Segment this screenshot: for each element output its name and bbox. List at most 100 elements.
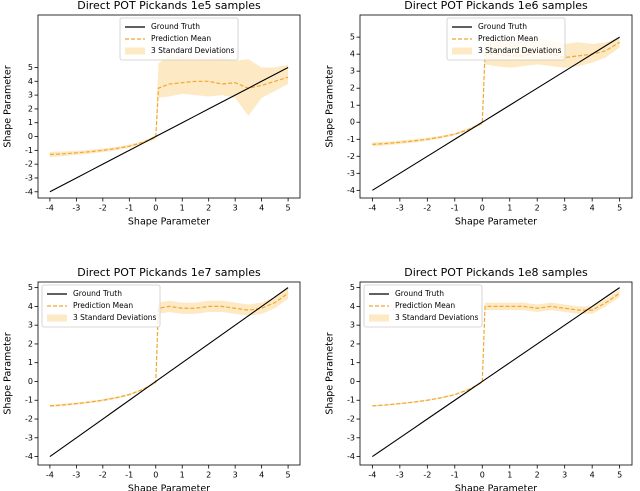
truth-line [49, 66, 289, 193]
legend-box [446, 17, 566, 61]
y-tick-label: 4 [350, 302, 355, 311]
y-tick-label: -4 [25, 452, 33, 461]
x-tick-label: -4 [368, 471, 376, 480]
y-tick-label: -4 [347, 186, 355, 195]
y-tick-label: 5 [350, 33, 355, 42]
subplot: Direct POT Pickands 1e5 samples Shape Par… [3, 0, 301, 228]
subplot: Direct POT Pickands 1e6 samples Shape Par… [325, 0, 633, 228]
std-band [49, 287, 289, 408]
x-axis-label: Shape Parameter [128, 484, 210, 491]
y-axis-label: Shape Parameter [325, 65, 336, 147]
legend-label: Ground Truth [395, 289, 444, 298]
y-tick-label: 1 [28, 118, 33, 127]
legend-label: 3 Standard Deviations [151, 46, 235, 55]
truth-line [49, 287, 289, 458]
x-tick-label: 1 [180, 204, 185, 213]
y-tick-label: -1 [25, 146, 33, 155]
truth-line [372, 287, 620, 458]
x-tick-label: 5 [286, 471, 291, 480]
plot-area [49, 55, 289, 193]
x-tick-label: -1 [451, 204, 459, 213]
y-tick-label: 4 [350, 50, 355, 59]
legend-box [41, 284, 161, 328]
y-tick-label: 3 [350, 321, 355, 330]
y-tick-label: 2 [350, 84, 355, 93]
y-tick-label: -3 [347, 169, 355, 178]
axes-frame [37, 14, 301, 199]
x-tick-label: -3 [72, 471, 80, 480]
axes-frame [359, 14, 633, 199]
mean-line [372, 292, 620, 407]
x-tick-label: -4 [368, 204, 376, 213]
y-tick-label: -3 [25, 433, 33, 442]
x-tick-label: 3 [562, 204, 567, 213]
x-tick-label: 3 [233, 471, 238, 480]
chart-title: Direct POT Pickands 1e5 samples [77, 0, 261, 12]
x-tick-label: -2 [423, 471, 431, 480]
x-tick-label: -2 [99, 471, 107, 480]
y-tick-label: 0 [350, 377, 355, 386]
y-tick-label: 0 [28, 132, 33, 141]
x-tick-label: 1 [507, 204, 512, 213]
legend-label: Ground Truth [73, 289, 122, 298]
x-tick-label: 5 [286, 204, 291, 213]
y-tick-label: 2 [350, 339, 355, 348]
x-tick-label: 0 [153, 471, 158, 480]
y-tick-label: 5 [28, 63, 33, 72]
legend: Ground Truth Prediction Mean 3 Standard De… [363, 284, 483, 328]
y-tick-label: 3 [28, 91, 33, 100]
legend-label: Ground Truth [478, 22, 527, 31]
x-tick-label: 4 [259, 471, 264, 480]
x-tick-label: 1 [180, 471, 185, 480]
y-tick-label: 4 [28, 302, 33, 311]
chart-title: Direct POT Pickands 1e8 samples [404, 266, 588, 279]
axes-frame [37, 281, 301, 466]
chart-title: Direct POT Pickands 1e6 samples [404, 0, 588, 12]
legend: Ground Truth Prediction Mean 3 Standard De… [41, 284, 161, 328]
y-tick-label: -2 [25, 415, 33, 424]
y-axis-label: Shape Parameter [325, 332, 336, 414]
legend-label: Prediction Mean [395, 301, 455, 310]
chart-title: Direct POT Pickands 1e7 samples [77, 266, 261, 279]
std-band [49, 55, 289, 158]
truth-line [372, 36, 620, 191]
y-tick-label: -4 [25, 187, 33, 196]
plot-area [49, 287, 289, 458]
subplot: Direct POT Pickands 1e8 samples Shape Par… [325, 266, 633, 491]
y-tick-label: 3 [28, 321, 33, 330]
x-tick-label: 5 [617, 204, 622, 213]
x-tick-label: -1 [125, 471, 133, 480]
x-tick-label: 4 [590, 204, 595, 213]
legend-box [363, 284, 483, 328]
x-tick-label: -3 [396, 471, 404, 480]
x-tick-label: 2 [206, 204, 211, 213]
y-tick-label: 2 [28, 339, 33, 348]
x-axis-label: Shape Parameter [455, 217, 537, 228]
x-tick-label: 2 [535, 204, 540, 213]
legend-label: Prediction Mean [151, 34, 211, 43]
legend-label: Prediction Mean [478, 34, 538, 43]
mean-line [49, 292, 289, 407]
legend-swatch [369, 314, 389, 322]
legend-label: 3 Standard Deviations [478, 46, 562, 55]
x-tick-label: -2 [423, 204, 431, 213]
x-tick-label: -3 [72, 204, 80, 213]
x-tick-label: -1 [125, 204, 133, 213]
legend-label: 3 Standard Deviations [73, 313, 157, 322]
x-tick-label: 5 [617, 471, 622, 480]
y-tick-label: -2 [347, 415, 355, 424]
y-tick-label: 1 [28, 358, 33, 367]
x-tick-label: 4 [259, 204, 264, 213]
x-tick-label: -2 [99, 204, 107, 213]
legend-label: Ground Truth [151, 22, 200, 31]
x-tick-label: 1 [507, 471, 512, 480]
y-tick-label: 4 [28, 77, 33, 86]
x-axis-label: Shape Parameter [455, 484, 537, 491]
x-tick-label: 4 [590, 471, 595, 480]
y-tick-label: 5 [350, 283, 355, 292]
y-tick-label: 0 [28, 377, 33, 386]
y-axis-label: Shape Parameter [3, 65, 14, 147]
x-tick-label: -4 [46, 204, 54, 213]
